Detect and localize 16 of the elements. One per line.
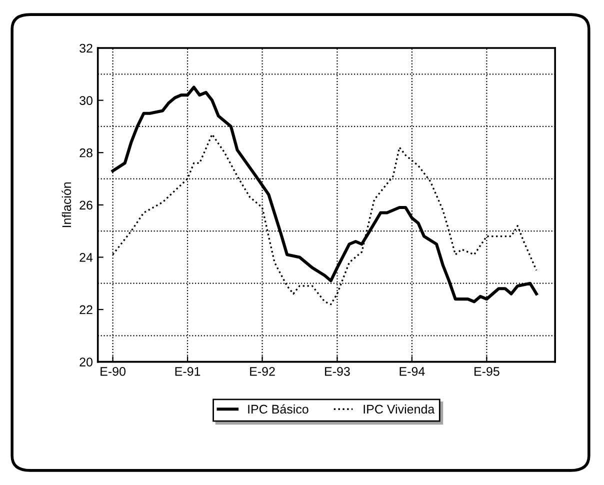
y-tick-label: 22 [80,305,92,314]
x-tick-label: E-91 [175,367,200,376]
y-tick-label: 24 [80,253,93,262]
legend-label: IPC Básico [248,404,308,414]
y-tick-label: 20 [80,358,92,366]
y-tick-label: 26 [80,200,92,210]
y-tick-label: 28 [80,148,92,158]
x-tick-label: E-94 [400,367,425,376]
x-tick-label: E-90 [100,367,126,376]
x-tick-label: E-95 [474,367,500,376]
y-tick-label: 32 [80,44,92,53]
legend-label: IPC Vivienda [364,404,435,414]
y-axis-title: Inflación [62,182,72,228]
x-tick-label: E-92 [250,367,275,376]
y-tick-label: 30 [80,96,92,105]
x-tick-label: E-93 [325,367,350,376]
